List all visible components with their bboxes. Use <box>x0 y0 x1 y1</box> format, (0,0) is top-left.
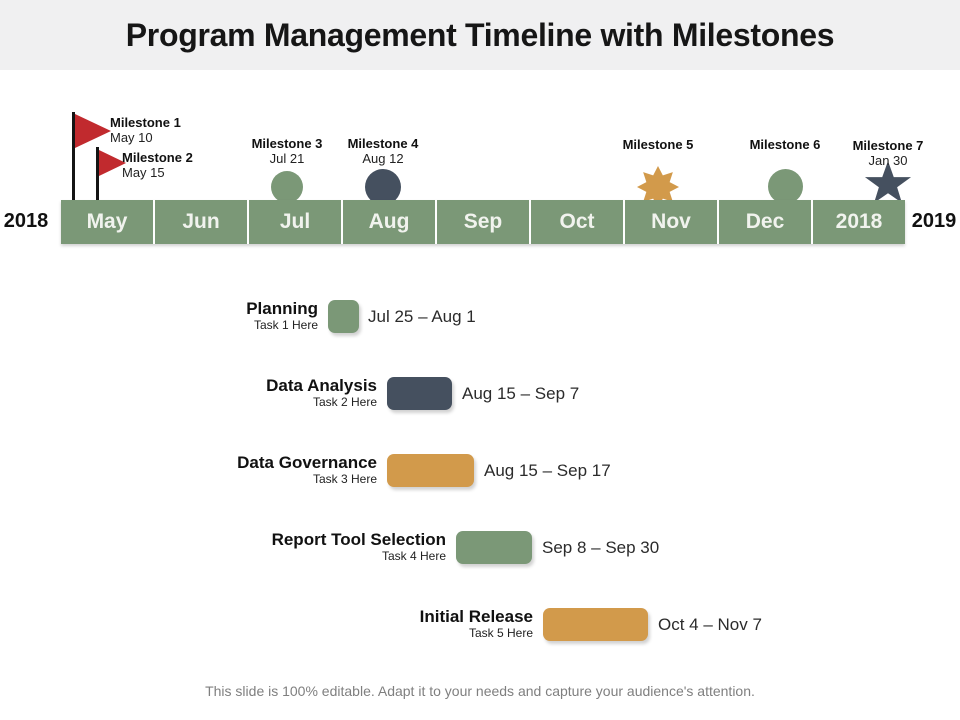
milestone-title: Milestone 7 <box>852 138 924 153</box>
milestone-label: Milestone 7 Jan 30 <box>828 138 948 168</box>
task-bar <box>387 454 474 487</box>
footer-note: This slide is 100% editable. Adapt it to… <box>205 683 755 699</box>
milestone-label: Milestone 1 May 10 <box>110 115 181 145</box>
flag-icon <box>99 150 126 176</box>
milestone-title: Milestone 4 <box>347 136 419 151</box>
milestone-title: Milestone 6 <box>749 137 821 152</box>
milestone-date: May 10 <box>110 130 153 145</box>
task-label: Initial Release Task 5 Here <box>420 607 533 641</box>
timeline-year-right: 2019 <box>911 210 957 232</box>
task-row: Report Tool Selection Task 4 Here Sep 8 … <box>0 530 960 573</box>
milestone-date: Aug 12 <box>362 151 404 166</box>
timeline-segment: Nov <box>625 200 719 244</box>
task-date-range: Oct 4 – Nov 7 <box>658 615 762 634</box>
milestone-label: Milestone 3 Jul 21 <box>227 136 347 166</box>
task-subtitle: Task 5 Here <box>468 626 533 640</box>
milestone-label: Milestone 5 <box>598 137 718 152</box>
task-row: Planning Task 1 Here Jul 25 – Aug 1 <box>0 299 960 342</box>
task-date-range: Aug 15 – Sep 7 <box>462 384 580 403</box>
milestone-title: Milestone 5 <box>622 137 694 152</box>
flag-pole-icon <box>96 147 99 200</box>
task-label: Report Tool Selection Task 4 Here <box>272 530 446 564</box>
timeline-segment: Oct <box>531 200 625 244</box>
task-date-range: Jul 25 – Aug 1 <box>368 307 476 326</box>
task-bar <box>543 608 648 641</box>
task-date-range: Sep 8 – Sep 30 <box>542 538 660 557</box>
milestone-label: Milestone 2 May 15 <box>122 150 193 180</box>
task-row: Data Governance Task 3 Here Aug 15 – Sep… <box>0 453 960 496</box>
milestone-label: Milestone 4 Aug 12 <box>323 136 443 166</box>
timeline-bar: May Jun Jul Aug Sep Oct Nov Dec 2018 <box>61 200 905 244</box>
circle-icon-slate <box>365 169 401 205</box>
timeline-segment: Sep <box>437 200 531 244</box>
task-bar <box>456 531 532 564</box>
title-band: Program Management Timeline with Milesto… <box>0 0 960 70</box>
task-name: Planning <box>246 299 318 318</box>
milestone-title: Milestone 1 <box>110 115 181 130</box>
task-subtitle: Task 2 Here <box>312 395 377 409</box>
circle-icon-green <box>768 169 803 204</box>
milestone-date: Jul 21 <box>269 151 305 166</box>
timeline-segment: Jul <box>249 200 343 244</box>
task-row: Initial Release Task 5 Here Oct 4 – Nov … <box>0 607 960 650</box>
timeline-segment: May <box>61 200 155 244</box>
page-title: Program Management Timeline with Milesto… <box>125 16 835 53</box>
timeline-segment: Aug <box>343 200 437 244</box>
task-bar <box>387 377 452 410</box>
task-name: Data Analysis <box>266 376 377 395</box>
task-name: Report Tool Selection <box>271 530 446 549</box>
task-label: Data Analysis Task 2 Here <box>266 376 377 410</box>
timeline-year-left: 2018 <box>3 210 49 232</box>
task-name: Data Governance <box>237 453 377 472</box>
flag-pole-icon <box>72 112 75 200</box>
timeline-segment: Dec <box>719 200 813 244</box>
task-subtitle: Task 3 Here <box>312 472 377 486</box>
task-label: Planning Task 1 Here <box>246 299 318 333</box>
circle-icon-green <box>271 171 303 203</box>
task-label: Data Governance Task 3 Here <box>237 453 377 487</box>
milestone-title: Milestone 3 <box>251 136 323 151</box>
timeline-segment: Jun <box>155 200 249 244</box>
timeline-segment: 2018 <box>835 210 883 233</box>
task-bar <box>328 300 359 333</box>
milestone-date: May 15 <box>122 165 165 180</box>
task-name: Initial Release <box>419 607 533 626</box>
flag-icon <box>75 114 111 148</box>
task-subtitle: Task 1 Here <box>253 318 318 332</box>
task-row: Data Analysis Task 2 Here Aug 15 – Sep 7 <box>0 376 960 419</box>
milestone-title: Milestone 2 <box>122 150 193 165</box>
milestone-label: Milestone 6 <box>725 137 845 152</box>
task-date-range: Aug 15 – Sep 17 <box>484 461 611 480</box>
task-subtitle: Task 4 Here <box>381 549 446 563</box>
milestone-date: Jan 30 <box>868 153 908 168</box>
